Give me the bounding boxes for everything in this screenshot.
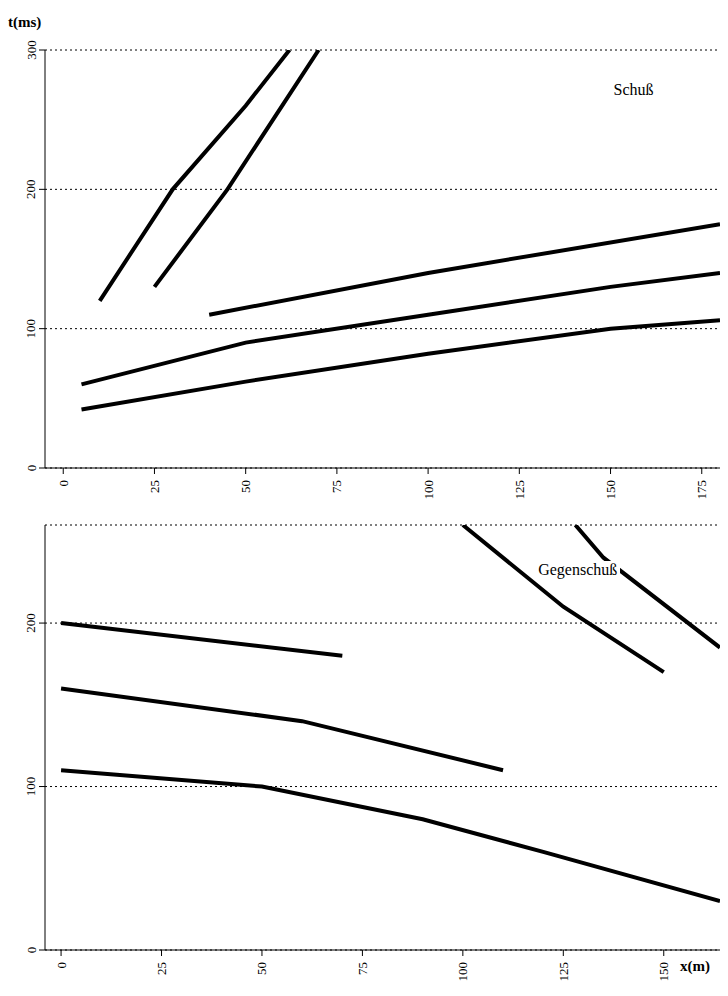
html-text:t(ms): t(ms) <box>8 14 42 30</box>
svg-text:100: 100 <box>421 480 436 500</box>
svg-text:300: 300 <box>24 40 39 60</box>
svg-text:25: 25 <box>147 480 162 493</box>
svg-text:200: 200 <box>24 180 39 200</box>
svg-text:150: 150 <box>656 962 671 982</box>
html-text:Gegenschuß: Gegenschuß <box>538 561 618 578</box>
svg-text:100: 100 <box>24 319 39 339</box>
svg-text:50: 50 <box>238 480 253 493</box>
svg-text:25: 25 <box>154 962 169 975</box>
svg-text:125: 125 <box>512 480 527 500</box>
svg-text:100: 100 <box>24 777 39 797</box>
svg-text:0: 0 <box>24 465 39 472</box>
svg-text:100: 100 <box>455 962 470 982</box>
svg-text:200: 200 <box>24 613 39 633</box>
svg-text:50: 50 <box>254 962 269 975</box>
svg-text:0: 0 <box>24 947 39 954</box>
svg-text:0: 0 <box>54 962 69 969</box>
svg-text:0: 0 <box>56 480 71 487</box>
svg-text:150: 150 <box>603 480 618 500</box>
svg-text:75: 75 <box>329 480 344 493</box>
html-text:Schuß: Schuß <box>613 80 654 98</box>
svg-text:175: 175 <box>694 480 709 500</box>
html-text:x(m): x(m) <box>680 958 710 974</box>
svg-text:125: 125 <box>556 962 571 982</box>
svg-text:75: 75 <box>355 962 370 975</box>
